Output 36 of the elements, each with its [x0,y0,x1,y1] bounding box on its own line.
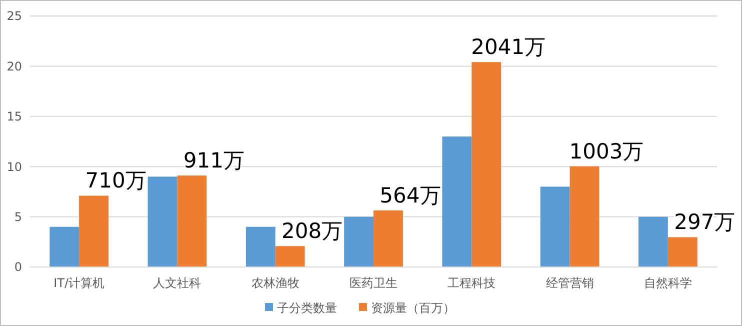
y-tick-label: 0 [14,260,22,274]
x-tick-label: 工程科技 [448,276,496,290]
bar [570,166,600,267]
y-tick-label: 5 [14,210,22,224]
bar [50,226,80,267]
y-tick-label: 25 [6,9,22,24]
x-tick-label: 人文社科 [153,276,202,290]
annotation: 710万 [85,168,146,193]
bar [148,176,178,267]
bar [177,176,207,267]
x-tick-label: 农林渔牧 [251,276,300,290]
x-tick-label: 医药卫生 [350,276,398,290]
legend-label: 资源量（百万） [371,301,455,316]
x-tick-label: 经管营销 [546,276,594,290]
y-tick-label: 15 [6,110,22,124]
bar [275,246,305,267]
annotation: 911万 [183,148,244,173]
bar [472,62,502,267]
bar [374,210,403,267]
bar [540,186,570,267]
annotation: 208万 [282,219,343,244]
bar [246,226,276,267]
x-tick-label: 自然科学 [644,276,692,290]
annotation: 297万 [674,210,736,234]
legend-label: 子分类数量 [277,301,337,316]
y-tick-label: 10 [6,160,22,174]
annotation: 1003万 [569,139,644,164]
bar [668,237,698,267]
y-tick-label: 20 [6,59,22,74]
annotation: 564万 [380,183,441,208]
bar [442,136,472,267]
bar [79,196,109,267]
bar [344,216,374,267]
bar [638,216,668,267]
annotation: 2041万 [471,35,546,60]
x-tick-label: IT/计算机 [54,276,105,290]
